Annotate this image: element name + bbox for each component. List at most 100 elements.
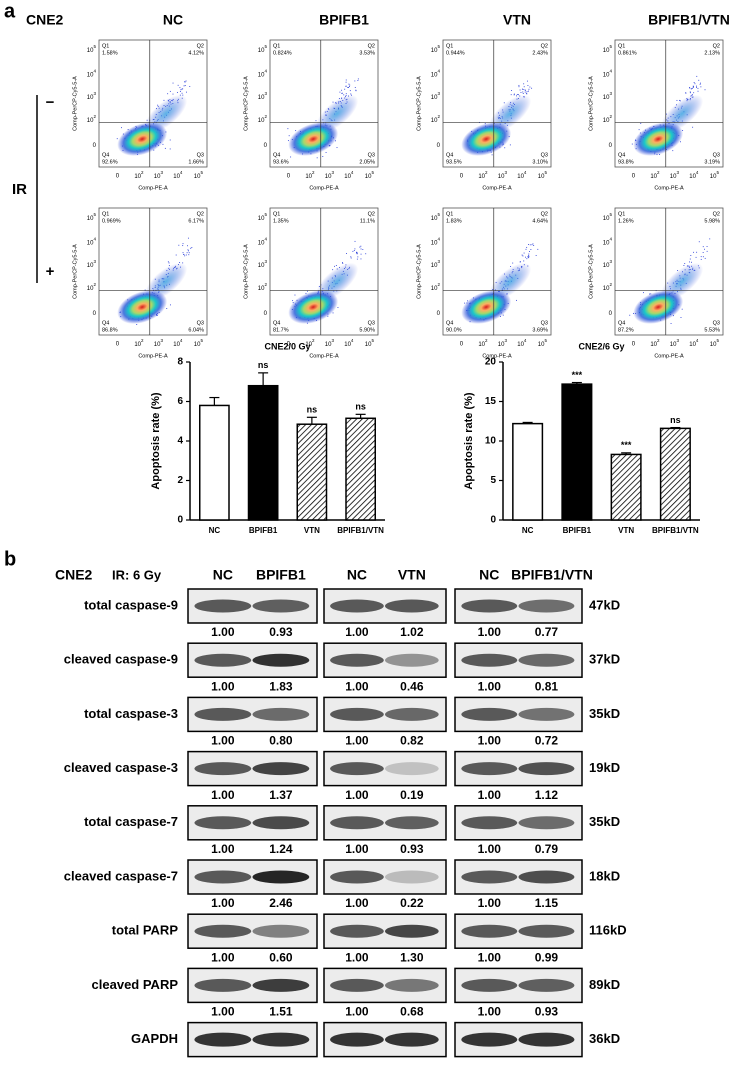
event-dot [189, 86, 191, 87]
tick-base: 10 [478, 174, 485, 180]
tick-exp: 2 [437, 282, 440, 287]
event-dot [511, 90, 513, 91]
y-tick-label: 5 [490, 475, 496, 486]
event-dot [182, 252, 184, 254]
density-core [117, 122, 168, 156]
density-core [633, 122, 684, 156]
event-dot [690, 255, 692, 256]
density-core [288, 122, 339, 156]
event-dot [354, 240, 356, 242]
flow-tick-label: 0 [116, 342, 120, 348]
band-ratio: 1.00 [478, 788, 502, 802]
protein-name: total PARP [112, 923, 179, 938]
event-dot [305, 292, 307, 294]
flow-y-label: Comp-PerCP-Cy5-5-A [72, 76, 78, 131]
event-dot [157, 104, 159, 106]
quadrant-name: Q4 [102, 152, 109, 158]
blot-band [330, 707, 384, 721]
flow-tick-label: 104 [431, 68, 441, 77]
density-core [461, 122, 512, 156]
tick-base: 10 [134, 342, 141, 348]
event-dot [353, 250, 355, 251]
y-tick-label: 0 [177, 515, 183, 526]
band-ratio: 1.00 [345, 1005, 369, 1019]
tick-base: 10 [87, 118, 94, 124]
flow-tick-label: 102 [87, 282, 97, 291]
blot-band [194, 653, 252, 667]
event-dot [530, 249, 532, 250]
quadrant-name: Q2 [713, 211, 720, 217]
band-size: 37kD [589, 652, 620, 667]
event-dot [167, 93, 169, 95]
quadrant-percent: 11.1% [360, 218, 375, 224]
tick-exp: 3 [437, 91, 440, 96]
event-dot [348, 87, 350, 88]
event-dot [116, 138, 118, 140]
band-size: 116kD [589, 923, 627, 938]
event-dot [167, 261, 169, 263]
event-dot [681, 308, 683, 310]
event-dot [680, 141, 681, 143]
tick-base: 10 [258, 118, 265, 124]
event-dot [346, 253, 347, 254]
density-core [461, 290, 512, 324]
blot-band [330, 762, 384, 776]
event-dot [528, 253, 530, 255]
tick-exp: 2 [141, 338, 144, 343]
flow-x-label: Comp-PE-A [654, 185, 684, 191]
blot-band [330, 870, 384, 884]
treatment: IR: 6 Gy [112, 567, 162, 582]
event-dot [526, 93, 528, 95]
event-dot [522, 93, 524, 94]
event-dot [518, 84, 520, 86]
band-size: 18kD [589, 868, 620, 883]
event-dot [523, 260, 525, 262]
flow-tick-label: 102 [134, 170, 144, 179]
flow-y-label: Comp-PerCP-Cy5-5-A [243, 76, 249, 131]
tick-base: 10 [603, 95, 610, 101]
y-tick-label: 4 [177, 436, 183, 447]
group-header: BPIFB1/VTN [648, 12, 730, 28]
protein-name: total caspase-3 [84, 706, 178, 721]
flow-tick-label: 104 [87, 236, 97, 245]
flow-x-label: Comp-PE-A [138, 353, 168, 359]
band-ratio: 1.83 [269, 679, 293, 693]
event-dot [172, 93, 174, 95]
tick-exp: 5 [716, 170, 719, 175]
tick-base: 10 [498, 174, 505, 180]
density-core [117, 290, 168, 324]
ir-label: IR [12, 181, 27, 198]
chart-title: CNE2/6 Gy [578, 341, 624, 351]
blot-band [385, 762, 439, 776]
flow-tick-label: 104 [173, 170, 183, 179]
quadrant-name: Q1 [618, 43, 625, 49]
tick-exp: 2 [93, 114, 96, 119]
quadrant-percent: 4.64% [532, 218, 548, 224]
event-dot [169, 139, 171, 141]
y-axis-label: Apoptosis rate (%) [150, 392, 162, 490]
tick-base: 10 [344, 174, 351, 180]
blot-band [385, 653, 439, 667]
tick-base: 10 [538, 342, 545, 348]
band-ratio: 0.93 [400, 842, 424, 856]
event-dot [182, 94, 184, 96]
event-dot [689, 91, 691, 93]
tick-base: 10 [689, 174, 696, 180]
lane-header: NC [347, 567, 367, 583]
event-dot [341, 89, 343, 91]
bar [512, 422, 544, 521]
flow-tick-label: 103 [325, 338, 335, 347]
flow-tick-label: 0 [287, 342, 291, 348]
event-dot [332, 312, 334, 314]
event-dot [528, 251, 530, 252]
event-dot [342, 262, 344, 264]
event-dot [693, 251, 695, 253]
tick-base: 10 [650, 174, 657, 180]
band-ratio: 1.00 [478, 734, 502, 748]
event-dot [684, 263, 686, 265]
band-size: 89kD [589, 977, 620, 992]
tick-exp: 4 [264, 236, 267, 241]
blot-band [194, 978, 252, 992]
flow-tick-label: 0 [609, 143, 613, 149]
tick-base: 10 [478, 342, 485, 348]
